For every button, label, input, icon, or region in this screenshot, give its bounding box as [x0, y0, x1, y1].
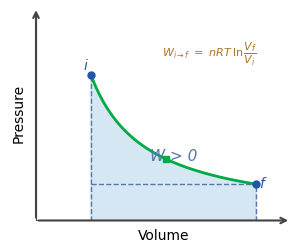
Text: W > 0: W > 0 — [150, 149, 197, 164]
Polygon shape — [91, 75, 256, 220]
Text: $W_{i\rightarrow f}\ =\ nRT\,\ln\dfrac{V_f}{V_i}$: $W_{i\rightarrow f}\ =\ nRT\,\ln\dfrac{V… — [162, 41, 257, 68]
Text: Volume: Volume — [138, 229, 189, 243]
Text: f: f — [259, 177, 264, 191]
Text: Pressure: Pressure — [11, 84, 25, 144]
Text: i: i — [83, 59, 87, 73]
